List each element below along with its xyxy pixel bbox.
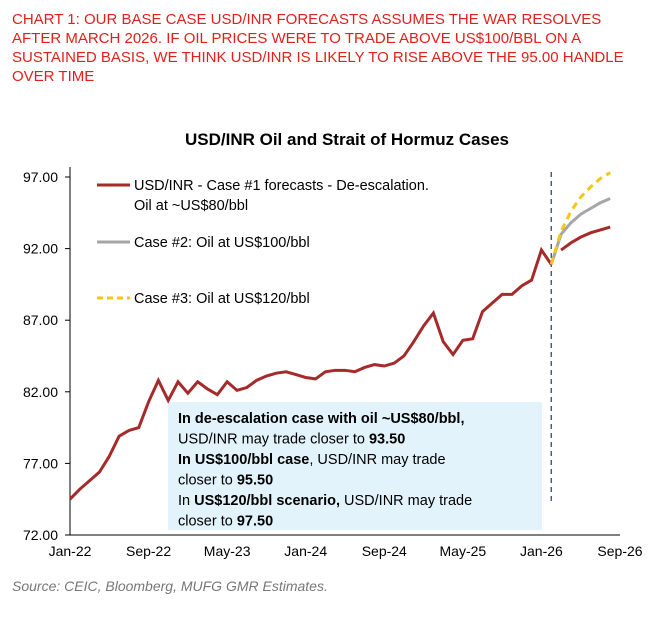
y-tick-label: 92.00 bbox=[23, 241, 58, 257]
chart-title: USD/INR Oil and Strait of Hormuz Cases bbox=[185, 130, 509, 149]
x-tick-label: Jan-24 bbox=[284, 543, 327, 559]
series-line-0 bbox=[68, 246, 553, 501]
x-tick-label: Jan-26 bbox=[520, 543, 563, 559]
legend-label: Case #2: Oil at US$100/bbl bbox=[134, 235, 310, 251]
annotation-line: In de-escalation case with oil ~US$80/bb… bbox=[178, 411, 464, 427]
series-line-3 bbox=[549, 171, 611, 265]
y-tick-label: 77.00 bbox=[23, 455, 58, 471]
annotation-line: closer to 95.50 bbox=[178, 473, 273, 489]
y-tick-label: 87.00 bbox=[23, 312, 58, 328]
series-line-2 bbox=[549, 197, 611, 265]
x-tick-label: May-25 bbox=[440, 543, 487, 559]
series-line-1 bbox=[560, 225, 611, 252]
y-tick-label: 97.00 bbox=[23, 169, 58, 185]
annotation-line: In US$100/bbl case, USD/INR may trade bbox=[178, 452, 446, 468]
x-tick-label: Jan-22 bbox=[49, 543, 92, 559]
source-note: Source: CEIC, Bloomberg, MUFG GMR Estima… bbox=[12, 578, 328, 594]
x-tick-label: Sep-26 bbox=[597, 543, 642, 559]
annotation-line: closer to 97.50 bbox=[178, 514, 273, 530]
x-tick-label: Sep-24 bbox=[362, 543, 407, 559]
legend-label: Oil at ~US$80/bbl bbox=[134, 198, 248, 214]
annotation-line: In US$120/bbl scenario, USD/INR may trad… bbox=[178, 493, 472, 509]
x-tick-label: Sep-22 bbox=[126, 543, 171, 559]
annotation-box bbox=[168, 402, 542, 530]
legend-label: Case #3: Oil at US$120/bbl bbox=[134, 291, 310, 307]
y-tick-label: 82.00 bbox=[23, 384, 58, 400]
x-tick-label: May-23 bbox=[204, 543, 251, 559]
legend-label: USD/INR - Case #1 forecasts - De-escalat… bbox=[134, 178, 429, 194]
chart-header: CHART 1: OUR BASE CASE USD/INR FORECASTS… bbox=[12, 11, 624, 85]
y-tick-label: 72.00 bbox=[23, 527, 58, 543]
annotation-line: USD/INR may trade closer to 93.50 bbox=[178, 432, 405, 448]
